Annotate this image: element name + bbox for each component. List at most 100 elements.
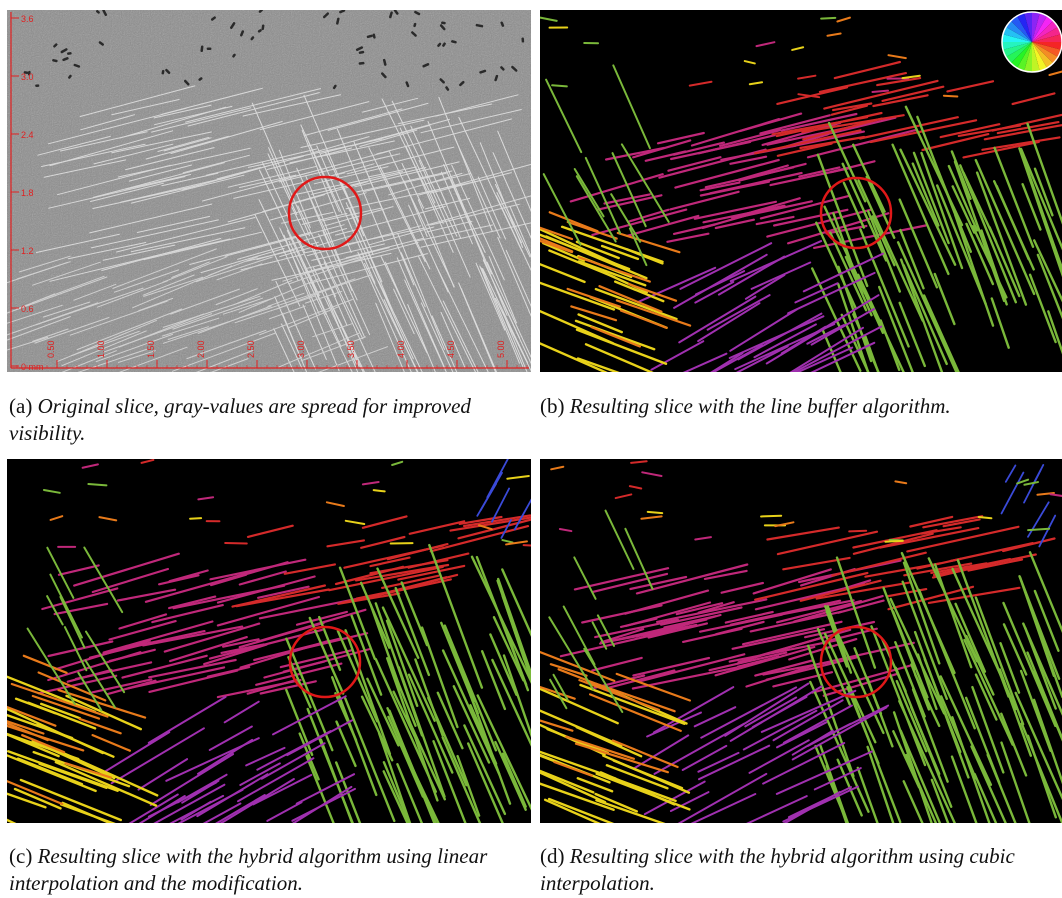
fiber-segment [1019, 147, 1062, 251]
fiber-segment [64, 762, 113, 779]
fiber-segment [31, 694, 101, 720]
fiber-segment [694, 281, 735, 304]
fiber-segment [325, 295, 359, 372]
fiber-segment [729, 155, 768, 165]
fiber-segment [896, 241, 958, 372]
fiber-segment [143, 231, 263, 261]
y-tick-label: 0.6 [21, 304, 34, 314]
fiber-segment [706, 294, 771, 331]
fiber-segment [7, 675, 97, 714]
fiber-segment [940, 695, 977, 780]
fiber-segment [439, 24, 446, 31]
hybrid-linear-result-image [7, 459, 531, 823]
caption-c: (c) Resulting slice with the hybrid algo… [9, 843, 519, 897]
fiber-segment [92, 184, 202, 209]
fiber-segment [208, 725, 253, 751]
fiber-segment [595, 799, 666, 823]
fiber-segment [278, 149, 311, 229]
fiber-segment [501, 568, 531, 637]
fiber-segment [308, 616, 345, 695]
fiber-segment [96, 280, 168, 308]
fiber-fragment [505, 540, 528, 546]
fiber-segment [872, 94, 929, 108]
fiber-segment [963, 638, 1014, 746]
fiber-segment [632, 139, 692, 159]
fiber-segment [881, 85, 945, 103]
fiber-segment [923, 658, 962, 754]
fiber-segment [638, 653, 746, 683]
fiber-segment [882, 586, 916, 671]
fiber-segment [432, 740, 467, 823]
fiber-segment [414, 10, 421, 16]
fiber-segment [494, 74, 499, 82]
fiber-segment [7, 713, 74, 740]
fiber-segment [118, 346, 188, 372]
fiber-segment [899, 729, 942, 823]
fiber-segment [1038, 514, 1057, 548]
fiber-segment [238, 621, 325, 649]
fiber-segment [311, 136, 370, 154]
x-tick-label: 1.50 [146, 340, 156, 358]
fiber-segment [355, 231, 414, 360]
fiber-fragment [1027, 527, 1051, 532]
fiber-segment [246, 524, 294, 539]
fiber-segment [336, 128, 385, 242]
fiber-segment [441, 649, 501, 775]
color-wheel-sector [1001, 34, 1032, 42]
y-tick-label: 3.0 [21, 72, 34, 82]
fiber-segment [933, 563, 973, 669]
fiber-segment [182, 154, 250, 174]
fiber-segment [382, 761, 411, 823]
fiber-segment [136, 215, 211, 233]
fiber-fragment [558, 527, 573, 533]
fiber-segment [336, 17, 340, 25]
color-wheel-sector [1017, 42, 1032, 71]
fiber-segment [90, 678, 153, 694]
color-wheel-rim [1001, 11, 1062, 73]
fiber-segment [162, 295, 261, 328]
fiber-segment [305, 175, 353, 291]
fiber-segment [83, 546, 124, 614]
fiber-segment [210, 573, 248, 587]
fiber-segment [481, 267, 524, 367]
fiber-segment [751, 166, 795, 178]
fiber-segment [542, 173, 582, 246]
fiber-segment [540, 262, 586, 284]
fiber-segment [259, 101, 370, 131]
fiber-segment [440, 621, 479, 715]
fiber-segment [103, 731, 171, 773]
fiber-segment [157, 136, 210, 152]
fiber-segment [467, 742, 504, 823]
fiber-segment [426, 195, 531, 226]
fiber-segment [892, 711, 933, 823]
fiber-segment [479, 69, 487, 74]
original-slice-image: 3.6 3.0 2.4 1.8 1.2 0.6 0 mm0.50 1.00 1.50 2.00 2.… [7, 10, 531, 372]
fiber-segment [906, 525, 1020, 553]
fiber-segment [612, 759, 684, 790]
fiber-bundle-orange [7, 654, 147, 806]
fiber-segment [435, 265, 489, 372]
fiber-segment [49, 130, 174, 167]
fiber-segment [679, 242, 773, 290]
fiber-segment [823, 79, 939, 110]
fiber-segment [795, 346, 854, 372]
fiber-segment [169, 636, 248, 663]
fiber-segment [939, 123, 1001, 139]
fiber-segment [73, 283, 117, 301]
fiber-segment [643, 780, 706, 816]
fiber-segment [282, 255, 362, 282]
fiber-segment [724, 610, 774, 624]
color-wheel-sector [1001, 42, 1032, 50]
fiber-segment [859, 116, 959, 140]
fiber-segment [950, 755, 978, 823]
fiber-segment [77, 671, 103, 712]
fiber-segment [200, 247, 285, 274]
fiber-segment [323, 261, 376, 372]
fiber-segment [951, 185, 976, 234]
fiber-segment [901, 580, 948, 701]
fiber-segment [163, 137, 212, 152]
fiber-segment [7, 304, 63, 324]
fiber-segment [46, 546, 75, 599]
fiber-fragment [694, 536, 712, 541]
fiber-segment [974, 158, 1036, 296]
